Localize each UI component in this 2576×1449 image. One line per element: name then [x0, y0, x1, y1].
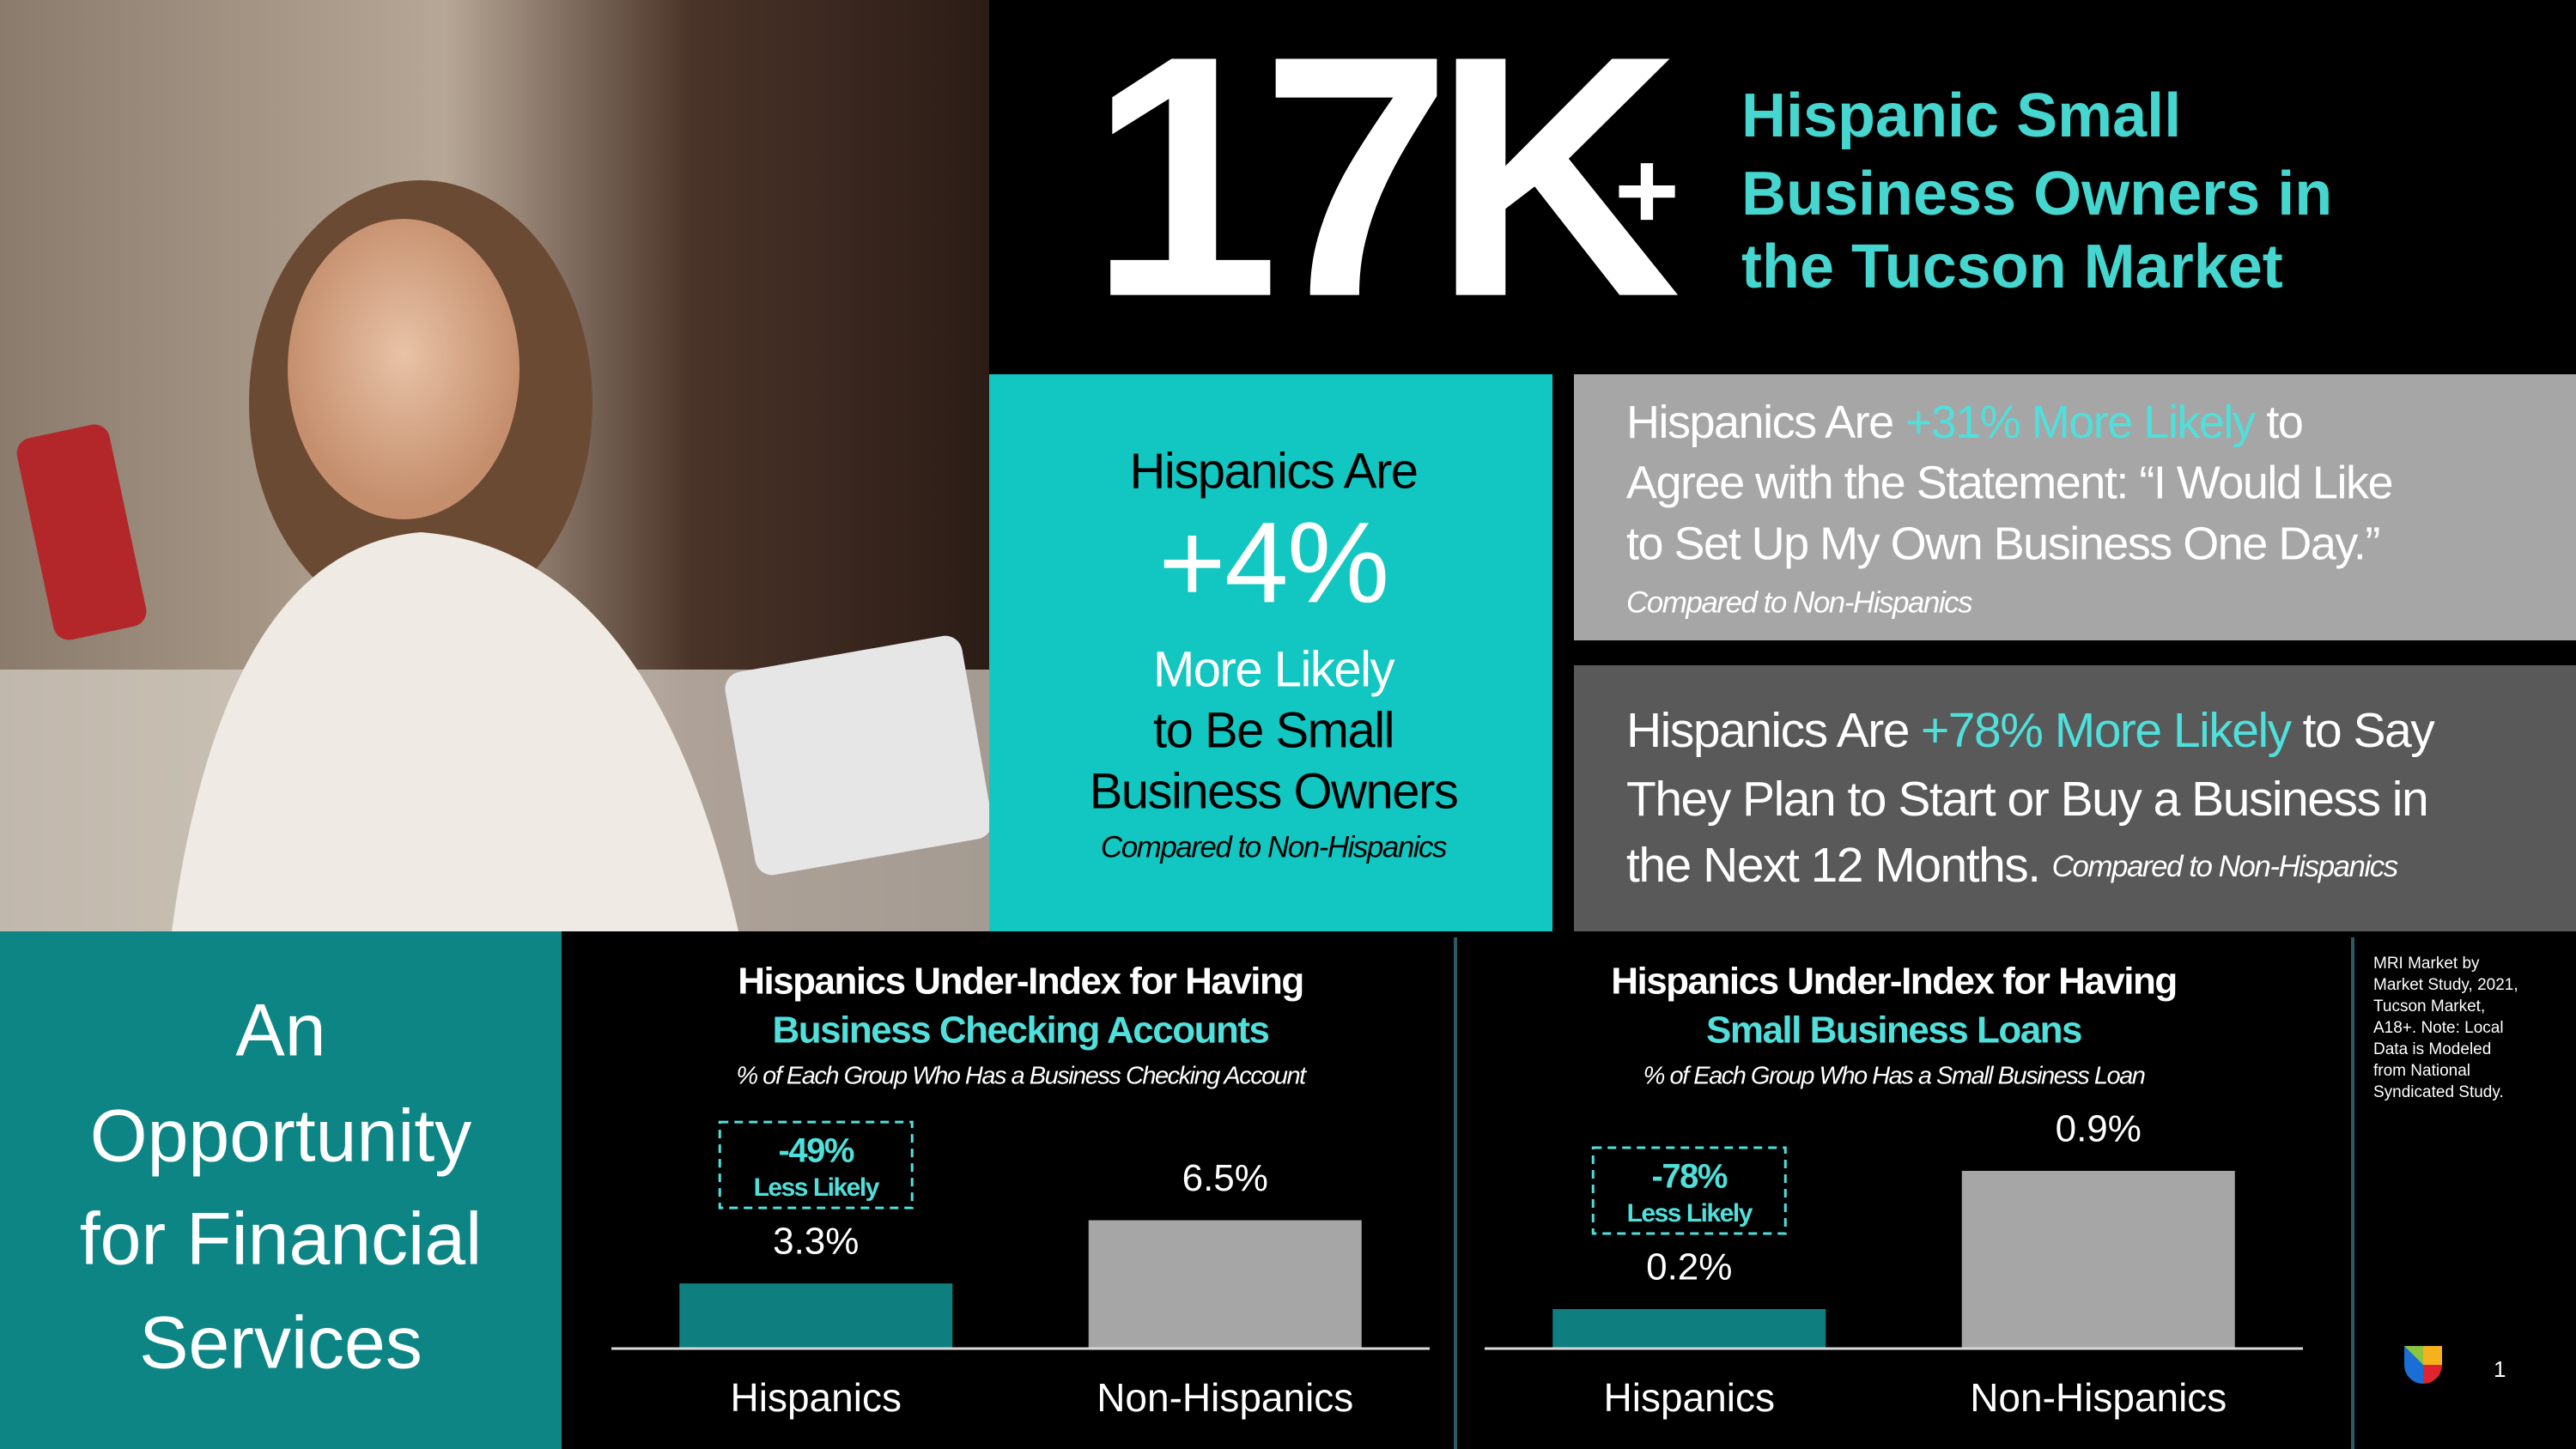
- statement-line: Hispanics Are +78% More Likely to Say: [1626, 703, 2435, 758]
- page-number: 1: [2494, 1356, 2506, 1382]
- teal-line: Business Owners: [1090, 763, 1458, 819]
- bar: [1088, 1220, 1362, 1349]
- bar: [1961, 1171, 2235, 1349]
- statement-note: Compared to Non-Hispanics: [2052, 850, 2398, 883]
- headline-number: 17K: [1089, 0, 1680, 368]
- callout-label: Less Likely: [1627, 1199, 1753, 1228]
- chart-title: Hispanics Under-Index for Having: [1611, 961, 2177, 1003]
- side-line: Services: [139, 1302, 422, 1385]
- source-note: Tucson Market,: [2373, 997, 2485, 1016]
- chart-title-highlight: Business Checking Accounts: [773, 1009, 1269, 1052]
- teal-line: to Be Small: [1153, 702, 1394, 758]
- statement-text: to: [2266, 397, 2302, 448]
- side-panel: [0, 931, 562, 1449]
- x-tick-label: Non-Hispanics: [1970, 1375, 2227, 1420]
- chart-title-highlight: Small Business Loans: [1706, 1009, 2081, 1052]
- chart-subtitle: % of Each Group Who Has a Small Business…: [1643, 1063, 2145, 1090]
- teal-line: More Likely: [1153, 641, 1395, 697]
- source-note: Syndicated Study.: [2373, 1083, 2504, 1101]
- chart-subtitle: % of Each Group Who Has a Business Check…: [736, 1063, 1308, 1090]
- callout-value: -78%: [1652, 1158, 1728, 1196]
- statement-highlight: +31% More Likely: [1905, 397, 2256, 448]
- callout-box: [1591, 1146, 1787, 1235]
- headline-plus: +: [1614, 127, 1680, 252]
- statement-box: [1574, 665, 2576, 931]
- photo: [0, 0, 993, 931]
- logo: [2404, 1346, 2442, 1384]
- statement-text: to Say: [2303, 703, 2436, 758]
- bar: [679, 1283, 953, 1349]
- teal-note: Compared to Non-Hispanics: [1101, 830, 1447, 864]
- value-label: 0.2%: [1646, 1246, 1732, 1288]
- callout-label: Less Likely: [754, 1173, 880, 1202]
- source-note: from National: [2373, 1062, 2470, 1080]
- statement-note: Compared to Non-Hispanics: [1626, 585, 1972, 619]
- x-tick-label: Non-Hispanics: [1097, 1375, 1353, 1420]
- side-line: Opportunity: [90, 1095, 472, 1178]
- statement-line: Hispanics Are +31% More Likely to: [1626, 397, 2302, 448]
- statement-line: the Next 12 Months. Compared to Non-Hispa…: [1626, 838, 2398, 893]
- teal-box: [989, 374, 1552, 931]
- teal-stat: +4%: [1158, 499, 1388, 627]
- statement-line: They Plan to Start or Buy a Business in: [1626, 772, 2427, 827]
- statement-highlight: +78% More Likely: [1921, 703, 2293, 758]
- statement-box: [1574, 374, 2576, 640]
- x-tick-label: Hispanics: [731, 1375, 902, 1420]
- side-line: for Financial: [80, 1198, 482, 1281]
- statement-text: the Next 12 Months.: [1626, 838, 2040, 893]
- headline-line: Hispanic Small: [1741, 82, 2181, 150]
- source-note: MRI Market by: [2373, 955, 2480, 973]
- headline-line: Business Owners in: [1741, 160, 2332, 228]
- source-note: A18+. Note: Local: [2373, 1019, 2504, 1037]
- side-line: An: [235, 990, 325, 1072]
- bar: [1552, 1309, 1826, 1349]
- source-note: Data is Modeled: [2373, 1040, 2491, 1058]
- statement-line: Agree with the Statement: “I Would Like: [1626, 457, 2392, 508]
- statement-line: to Set Up My Own Business One Day.”: [1626, 518, 2379, 569]
- statement-text: Hispanics Are: [1626, 397, 1893, 448]
- callout-box: [718, 1120, 914, 1210]
- headline-line: the Tucson Market: [1741, 233, 2283, 301]
- chart-title: Hispanics Under-Index for Having: [738, 961, 1303, 1003]
- value-label: 0.9%: [2056, 1108, 2142, 1150]
- callout-value: -49%: [779, 1132, 854, 1170]
- statement-text: Hispanics Are: [1626, 703, 1909, 758]
- teal-intro: Hispanics Are: [1129, 443, 1417, 499]
- value-label: 6.5%: [1182, 1157, 1268, 1199]
- x-tick-label: Hispanics: [1604, 1375, 1775, 1420]
- value-label: 3.3%: [773, 1221, 859, 1263]
- source-note: Market Study, 2021,: [2373, 976, 2518, 994]
